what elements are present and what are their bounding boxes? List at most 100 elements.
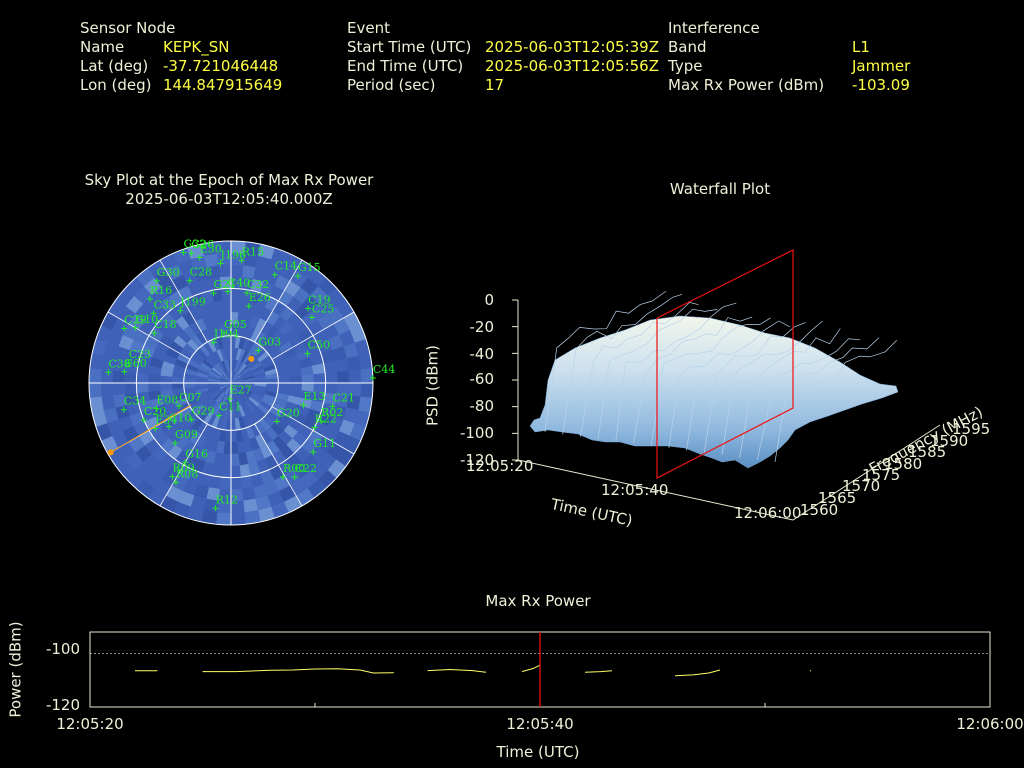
skyplot-cell bbox=[192, 403, 205, 415]
skyplot-cell bbox=[231, 312, 239, 325]
skyplot-cell bbox=[223, 406, 229, 419]
skyplot-cell bbox=[175, 435, 190, 450]
skyplot-cell bbox=[290, 270, 308, 288]
skyplot-cell bbox=[175, 316, 190, 331]
skyplot-cell bbox=[221, 375, 231, 383]
satellite-marker bbox=[224, 288, 231, 295]
skyplot-cell bbox=[231, 383, 239, 393]
satellite-label: C33 bbox=[154, 298, 176, 311]
waterfall-ridge bbox=[739, 338, 861, 458]
skyplot-cell bbox=[219, 276, 231, 289]
skyplot-cell bbox=[250, 362, 262, 372]
satellite-label: J194 bbox=[213, 327, 239, 340]
skyplot-cell bbox=[250, 278, 264, 293]
skyplot-cell bbox=[215, 363, 224, 375]
satellite-marker bbox=[226, 395, 233, 402]
skyplot-cell bbox=[150, 397, 164, 409]
satellite-marker bbox=[125, 360, 132, 367]
satellite-label: R15 bbox=[242, 245, 264, 258]
skyplot-cell bbox=[231, 383, 237, 394]
skyplot-cell bbox=[265, 427, 279, 441]
waterfall-ridge bbox=[615, 302, 737, 442]
satellite-marker bbox=[176, 403, 183, 410]
waterfall-ridges bbox=[544, 290, 898, 463]
skyplot-cell bbox=[187, 359, 201, 369]
skyplot-cell bbox=[231, 453, 240, 466]
waterfall-ridge bbox=[544, 290, 667, 433]
skyplot-cell bbox=[275, 417, 289, 431]
skyplot-cell bbox=[248, 342, 259, 355]
satellite-C34: C34 bbox=[120, 395, 146, 413]
skyplot-cell bbox=[203, 498, 219, 513]
skyplot-cell bbox=[235, 429, 244, 442]
satellite-label: C25 bbox=[312, 302, 334, 315]
satellite-label: G20 bbox=[277, 407, 300, 420]
satellite-label: C60 bbox=[124, 357, 146, 370]
skyplot-cell bbox=[238, 363, 247, 375]
skyplot-cell bbox=[238, 404, 246, 417]
skyplot-cell bbox=[216, 349, 224, 362]
skyplot-cell bbox=[171, 383, 184, 390]
skyplot-cell bbox=[332, 405, 347, 420]
waterfall-ridge bbox=[562, 293, 683, 435]
satellite-marker bbox=[305, 305, 312, 312]
skyplot-cell bbox=[261, 397, 275, 407]
skyplot-cell bbox=[208, 373, 221, 380]
skyplot-cell bbox=[266, 311, 280, 326]
satellite-marker bbox=[280, 473, 287, 480]
satellite-E30: E30 bbox=[196, 242, 222, 261]
waterfall-ridge bbox=[633, 316, 753, 444]
skyplot-cell bbox=[221, 393, 228, 406]
skyplot-cell bbox=[272, 450, 287, 465]
satellite-C07: C07 bbox=[176, 391, 202, 410]
skyplot-cell bbox=[276, 392, 289, 402]
skyplot-cell bbox=[211, 415, 220, 428]
satellite-marker bbox=[217, 260, 224, 267]
satellite-label: C40 bbox=[228, 277, 250, 290]
skyplot-cell bbox=[354, 410, 370, 427]
skyplot-cell bbox=[220, 348, 227, 361]
skyplot-cell bbox=[148, 374, 161, 383]
skyplot-cell bbox=[242, 383, 255, 386]
skyplot-cell bbox=[161, 280, 178, 297]
skyplot-cell bbox=[242, 352, 252, 364]
skyplot-cell bbox=[160, 383, 173, 391]
skyplot-cell bbox=[343, 342, 359, 359]
sensor-name-label: Name bbox=[80, 38, 125, 56]
skyplot-cell bbox=[159, 418, 174, 432]
skyplot-cell bbox=[135, 445, 152, 463]
skyplot-cell bbox=[238, 349, 246, 362]
satellite-marker bbox=[216, 412, 223, 419]
skyplot-cell bbox=[272, 402, 286, 413]
skyplot-cell bbox=[290, 478, 308, 496]
skyplot-cell bbox=[265, 373, 279, 380]
skyplot-cell bbox=[259, 444, 273, 459]
satellite-C23: C23 bbox=[125, 348, 151, 367]
skyplot-cell bbox=[346, 355, 361, 371]
satellite-C21: C21 bbox=[329, 391, 355, 410]
skyplot-cell bbox=[360, 383, 373, 398]
skyplot-cell bbox=[239, 390, 251, 399]
skyplot-spoke bbox=[271, 406, 355, 455]
satellite-G32: G32 bbox=[180, 238, 206, 256]
skyplot-cell bbox=[183, 383, 196, 388]
skyplot-cell bbox=[284, 280, 301, 297]
skyplot-cell bbox=[192, 458, 206, 473]
skyplot-cell bbox=[150, 357, 164, 369]
satellite-G20: G20 bbox=[273, 407, 300, 425]
satellite-marker bbox=[300, 402, 307, 409]
skyplot-cell bbox=[318, 470, 337, 489]
satellite-C19: C19 bbox=[305, 293, 331, 312]
skyplot-cell bbox=[309, 400, 324, 413]
skyplot-cell bbox=[233, 394, 239, 407]
skyplot-cell bbox=[254, 375, 267, 381]
skyplot-cell bbox=[293, 462, 311, 479]
skyplot-cell bbox=[216, 512, 231, 525]
satellite-label: C21 bbox=[332, 391, 354, 404]
satellite-marker bbox=[188, 250, 195, 257]
satellite-marker bbox=[140, 416, 147, 423]
skyplot-cell bbox=[255, 318, 267, 332]
skyplot-cell bbox=[161, 361, 175, 371]
skyplot-cell bbox=[223, 441, 231, 454]
skyplot-cell bbox=[328, 334, 344, 351]
